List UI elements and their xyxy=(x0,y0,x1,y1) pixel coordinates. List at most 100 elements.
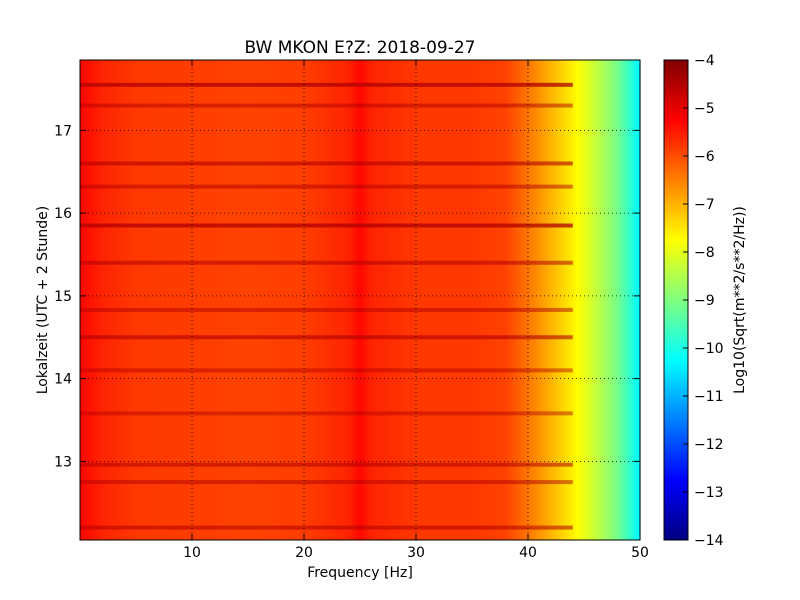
colorbar-tick-label: −6 xyxy=(694,149,715,165)
spectrogram-column xyxy=(598,60,602,540)
spectrogram-column xyxy=(620,60,624,540)
spectrogram-column xyxy=(194,60,199,540)
spectrogram-column xyxy=(124,60,129,540)
spectrogram-column xyxy=(284,60,288,540)
spectrogram-column xyxy=(108,60,112,540)
spectrogram-column xyxy=(242,60,246,540)
spectrogram-column xyxy=(323,60,327,540)
plot-area xyxy=(79,59,641,541)
colorbar-tick-label: −9 xyxy=(694,293,715,309)
spectrogram-column xyxy=(514,60,518,540)
time-band xyxy=(80,260,573,265)
spectrogram-column xyxy=(374,60,378,540)
spectrogram-column xyxy=(371,60,375,540)
spectrogram-column xyxy=(592,60,596,540)
spectrogram-column xyxy=(525,60,529,540)
spectrogram-column xyxy=(502,60,507,540)
spectrogram-column xyxy=(340,60,344,540)
spectrogram-column xyxy=(362,60,367,540)
spectrogram-column xyxy=(427,60,431,540)
spectrogram-column xyxy=(217,60,221,540)
spectrogram-column xyxy=(472,60,476,540)
x-tick-label: 50 xyxy=(631,545,649,561)
spectrogram-column xyxy=(320,60,325,540)
spectrogram-column xyxy=(469,60,473,540)
spectrogram-column xyxy=(197,60,201,540)
spectrogram-column xyxy=(82,60,87,540)
spectrogram-column xyxy=(483,60,487,540)
spectrogram-column xyxy=(208,60,213,540)
spectrogram-column xyxy=(301,60,305,540)
time-band xyxy=(80,307,573,312)
spectrogram-column xyxy=(388,60,392,540)
spectrogram-column xyxy=(91,60,95,540)
colorbar-tick-label: −11 xyxy=(694,389,724,405)
y-tick-label: 13 xyxy=(54,454,72,470)
spectrogram-column xyxy=(354,60,358,540)
spectrogram-column xyxy=(609,60,613,540)
spectrogram-column xyxy=(309,60,313,540)
spectrogram-time-bands xyxy=(80,82,573,530)
spectrogram-column xyxy=(637,60,641,540)
spectrogram-column xyxy=(561,60,565,540)
spectrogram-column xyxy=(175,60,179,540)
spectrogram-column xyxy=(455,60,459,540)
spectrogram-column xyxy=(273,60,277,540)
spectrogram-column xyxy=(586,60,591,540)
spectrogram-column xyxy=(480,60,484,540)
spectrogram-column xyxy=(600,60,605,540)
spectrogram-column xyxy=(144,60,148,540)
spectrogram-column xyxy=(402,60,406,540)
spectrogram-column xyxy=(550,60,554,540)
spectrogram-column xyxy=(220,60,224,540)
spectrogram-column xyxy=(595,60,599,540)
spectrogram-column xyxy=(248,60,252,540)
spectrogram-column xyxy=(298,60,302,540)
spectrogram-column xyxy=(250,60,255,540)
time-band xyxy=(80,223,573,228)
spectrogram-column xyxy=(278,60,283,540)
spectrogram-column xyxy=(556,60,560,540)
spectrogram-column xyxy=(348,60,353,540)
spectrogram-column xyxy=(186,60,190,540)
spectrogram-column xyxy=(612,60,616,540)
spectrogram-column xyxy=(138,60,143,540)
spectrogram-column xyxy=(236,60,241,540)
spectrogram-column xyxy=(102,60,106,540)
chart-title: BW MKON E?Z: 2018-09-27 xyxy=(245,38,476,58)
time-band xyxy=(80,82,573,87)
spectrogram-column xyxy=(623,60,627,540)
spectrogram-column xyxy=(234,60,238,540)
colorbar-tick-label: −10 xyxy=(694,341,724,357)
colorbar-label: Log10(Sqrt(m**2/s**2/Hz)) xyxy=(732,206,748,394)
colorbar-ticks: −4 −5 −6 −7 −8 −9 −10 −11 −12 −13 −14 xyxy=(683,53,724,549)
spectrogram-column xyxy=(410,60,414,540)
spectrogram-column xyxy=(553,60,557,540)
spectrogram-column xyxy=(200,60,204,540)
grid-lines xyxy=(80,60,640,540)
spectrogram-column xyxy=(399,60,403,540)
spectrogram-column xyxy=(94,60,98,540)
spectrogram-column xyxy=(522,60,526,540)
spectrogram-column xyxy=(458,60,462,540)
y-tick-label: 17 xyxy=(54,123,72,139)
spectrogram-column xyxy=(432,60,437,540)
spectrogram-column xyxy=(253,60,257,540)
spectrogram-column xyxy=(368,60,372,540)
spectrogram-column xyxy=(544,60,549,540)
spectrogram-columns xyxy=(80,60,641,540)
spectrogram-column xyxy=(276,60,280,540)
spectrogram-column xyxy=(116,60,120,540)
colorbar-tick-label: −14 xyxy=(694,533,724,549)
time-band xyxy=(80,462,573,467)
spectrogram-column xyxy=(206,60,210,540)
spectrogram-column xyxy=(486,60,490,540)
spectrogram-column xyxy=(166,60,171,540)
spectrogram-column xyxy=(396,60,400,540)
x-axis: 10 20 30 40 50 xyxy=(183,60,649,561)
spectrogram-column xyxy=(614,60,619,540)
spectrogram-column xyxy=(158,60,162,540)
spectrogram-column xyxy=(407,60,411,540)
spectrogram-column xyxy=(497,60,501,540)
spectrogram-column xyxy=(430,60,434,540)
